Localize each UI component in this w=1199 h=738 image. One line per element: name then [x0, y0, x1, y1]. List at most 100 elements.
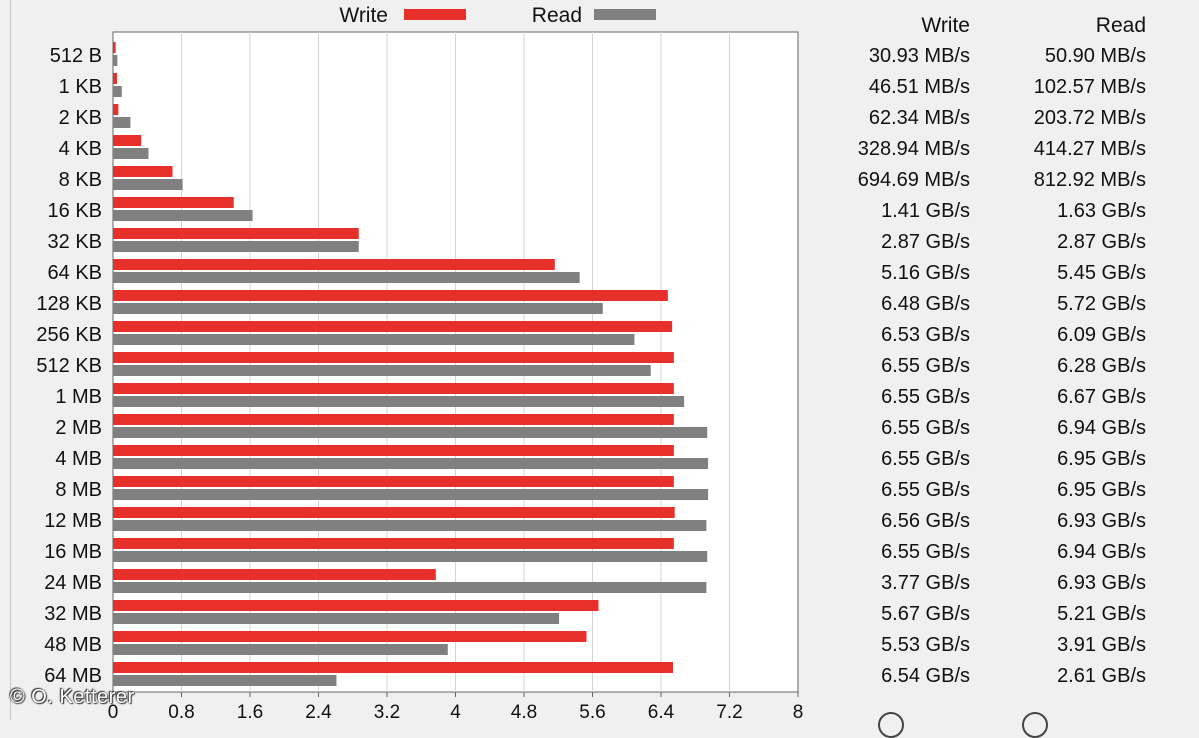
- table-value-read: 5.45 GB/s: [1057, 262, 1146, 284]
- legend-swatch-read: [594, 9, 656, 20]
- table-header-read: Read: [1096, 14, 1146, 37]
- x-tick-label: 2.4: [305, 702, 332, 720]
- bar-read: [113, 210, 253, 221]
- bar-read: [113, 396, 685, 407]
- bar-read: [113, 489, 709, 500]
- table-value-read: 812.92 MB/s: [1034, 169, 1146, 191]
- table-value-write: 6.48 GB/s: [881, 293, 970, 315]
- table-value-read: 6.93 GB/s: [1057, 572, 1146, 594]
- bar-read: [113, 179, 183, 190]
- table-header-write: Write: [921, 14, 970, 37]
- table-value-write: 6.55 GB/s: [881, 448, 970, 470]
- bar-write: [113, 445, 674, 456]
- table-value-read: 6.94 GB/s: [1057, 541, 1146, 563]
- copyright-watermark: © O. Ketterer: [10, 686, 135, 708]
- bar-read: [113, 551, 708, 562]
- category-label: 32 KB: [48, 231, 102, 253]
- bar-write: [113, 631, 587, 642]
- table-value-write: 6.54 GB/s: [881, 665, 970, 687]
- bar-read: [113, 303, 603, 314]
- category-label: 4 KB: [59, 138, 102, 160]
- x-tick-label: 8: [793, 702, 804, 720]
- bar-write: [113, 414, 674, 425]
- bar-read: [113, 148, 149, 159]
- category-label: 2 MB: [55, 417, 102, 439]
- table-value-write: 2.87 GB/s: [881, 231, 970, 253]
- legend-label-read: Read: [532, 4, 582, 27]
- bar-write: [113, 352, 674, 363]
- table-value-read: 50.90 MB/s: [1045, 45, 1146, 67]
- bar-read: [113, 427, 708, 438]
- table-value-write: 46.51 MB/s: [869, 76, 970, 98]
- category-label: 128 KB: [36, 293, 102, 315]
- table-value-write: 1.41 GB/s: [881, 200, 970, 222]
- bar-write: [113, 290, 668, 301]
- table-value-write: 3.77 GB/s: [881, 572, 970, 594]
- bar-write: [113, 73, 117, 84]
- category-label: 16 MB: [44, 541, 102, 563]
- table-value-write: 6.55 GB/s: [881, 386, 970, 408]
- category-label: 8 KB: [59, 169, 102, 191]
- table-value-write: 6.53 GB/s: [881, 324, 970, 346]
- table-value-read: 1.63 GB/s: [1057, 200, 1146, 222]
- category-label: 512 KB: [36, 355, 102, 377]
- bar-write: [113, 228, 359, 239]
- table-value-read: 5.21 GB/s: [1057, 603, 1146, 625]
- category-label: 4 MB: [55, 448, 102, 470]
- table-value-read: 2.61 GB/s: [1057, 665, 1146, 687]
- table-value-write: 5.53 GB/s: [881, 634, 970, 656]
- bar-read: [113, 272, 580, 283]
- bar-write: [113, 476, 674, 487]
- radio-button-write[interactable]: [878, 712, 904, 738]
- table-value-write: 5.67 GB/s: [881, 603, 970, 625]
- x-tick-label: 5.6: [579, 702, 605, 720]
- category-label: 8 MB: [55, 479, 102, 501]
- bar-read: [113, 365, 651, 376]
- bar-read: [113, 55, 118, 66]
- bar-write: [113, 600, 599, 611]
- category-label: 24 MB: [44, 572, 102, 594]
- bar-read: [113, 334, 635, 345]
- left-frame-line: [10, 0, 11, 720]
- bar-write: [113, 321, 673, 332]
- table-value-write: 6.55 GB/s: [881, 417, 970, 439]
- category-label: 1 KB: [59, 76, 102, 98]
- bar-write: [113, 104, 119, 115]
- x-tick-label: 4.8: [511, 702, 537, 720]
- legend-label-write: Write: [339, 4, 388, 27]
- bar-read: [113, 613, 560, 624]
- category-label: 2 KB: [59, 107, 102, 129]
- x-tick-label: 6.4: [648, 702, 675, 720]
- bar-write: [113, 135, 142, 146]
- bar-read: [113, 458, 709, 469]
- x-tick-label: 1.6: [237, 702, 263, 720]
- table-value-write: 694.69 MB/s: [858, 169, 970, 191]
- table-value-read: 3.91 GB/s: [1057, 634, 1146, 656]
- table-value-read: 102.57 MB/s: [1034, 76, 1146, 98]
- benchmark-chart: 0 0.8 1.6 2.4 3.2 4 4.8 5.6 6.4 7.2 8 Write Read Writ…: [36, 4, 1146, 720]
- table-value-write: 6.55 GB/s: [881, 479, 970, 501]
- category-label: 64 MB: [44, 665, 102, 687]
- bar-write: [113, 259, 555, 270]
- table-value-write: 6.55 GB/s: [881, 355, 970, 377]
- category-label: 12 MB: [44, 510, 102, 532]
- table-value-write: 30.93 MB/s: [869, 45, 970, 67]
- bar-write: [113, 569, 436, 580]
- table-value-write: 328.94 MB/s: [858, 138, 970, 160]
- bar-read: [113, 675, 337, 686]
- bar-write: [113, 662, 673, 673]
- bar-read: [113, 582, 707, 593]
- category-label: 48 MB: [44, 634, 102, 656]
- bar-write: [113, 197, 234, 208]
- category-label: 64 KB: [48, 262, 102, 284]
- radio-button-read[interactable]: [1022, 712, 1048, 738]
- table-value-write: 5.16 GB/s: [881, 262, 970, 284]
- table-value-read: 6.67 GB/s: [1057, 386, 1146, 408]
- table-value-write: 6.55 GB/s: [881, 541, 970, 563]
- table-value-read: 6.95 GB/s: [1057, 479, 1146, 501]
- category-label: 16 KB: [48, 200, 102, 222]
- table-value-read: 6.95 GB/s: [1057, 448, 1146, 470]
- bar-write: [113, 383, 674, 394]
- category-label: 1 MB: [55, 386, 102, 408]
- category-label: 512 B: [50, 45, 102, 67]
